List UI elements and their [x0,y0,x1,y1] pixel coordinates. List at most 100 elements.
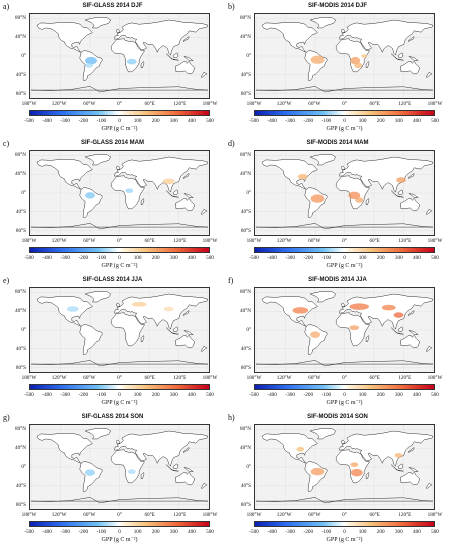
gpp-anomaly-patch [355,197,364,203]
colorbar-tick: 300 [394,392,403,398]
colorbar [254,110,435,116]
map-panel-d: d) SIF-MODIS 2014 MAM 80°N 40°N 0° 40°S 80°S 18… [225,137,450,274]
panel-label: g) [3,413,10,422]
colorbar [254,521,435,527]
colorbar-tick: 200 [376,529,385,535]
coastline-madagascar [140,198,145,205]
coastline-new-guinea [183,193,194,198]
lon-tick-label: 120°W [276,101,292,107]
coastline-borneo [172,189,179,196]
panel-label: b) [228,2,235,11]
coastline-japan [183,310,190,316]
gpp-anomaly-patch [127,469,136,474]
map-canvas [255,425,434,509]
lon-tick-label: 120°E [398,238,412,244]
gpp-anomaly-patch [310,331,320,338]
panel-title: SIF-GLASS 2014 JJA [82,277,143,283]
colorbar-tick: 300 [169,255,178,261]
colorbar-tick: -300 [60,529,70,535]
gpp-anomaly-patch [292,307,309,314]
world-map [254,424,435,510]
coastline-north-america [36,433,93,464]
colorbar-tick: 0 [118,118,121,124]
lon-tick-label: 180°W [246,238,262,244]
lat-tick-label: 80°S [15,91,26,98]
map-panel-b: b) SIF-MODIS 2014 DJF 80°N 40°N 0° 40°S 80°S 18… [225,0,450,137]
coastline-new-guinea [408,467,419,472]
lon-tick-label: 120°E [398,512,412,518]
colorbar-tick: 200 [151,255,160,261]
coastline-australia [175,60,195,74]
gpp-anomaly-patch [350,468,363,477]
lon-tick-label: 60°W [308,101,321,107]
colorbar-tick: 0 [343,529,346,535]
gpp-anomaly-patch [85,192,95,199]
lat-tick-label: 80°N [14,14,26,21]
lon-tick-label: 120°W [51,101,67,107]
lon-tick-label: 180°W [202,238,218,244]
gpp-anomaly-patch [85,469,95,476]
coastline-australia [400,197,420,211]
coastline-australia [175,471,195,485]
lon-tick-label: 0° [117,238,122,244]
colorbar-tick: -300 [285,529,295,535]
map-panel-h: h) SIF-MODIS 2014 SON 80°N 40°N 0° 40°S 80°S 18… [225,411,450,548]
coastline-africa [110,312,145,347]
gpp-anomaly-patch [162,178,175,185]
coastline-madagascar [365,198,370,205]
colorbar-tick: 200 [151,392,160,398]
gpp-anomaly-patch [349,325,360,330]
coastline-north-america [261,296,318,327]
gpp-anomaly-patch [310,467,325,476]
colorbar-tick: 200 [376,255,385,261]
lon-tick-label: 180°W [427,101,443,107]
lat-tick-label: 80°N [239,14,251,21]
colorbar-tick: 400 [188,392,196,398]
lon-tick-label: 120°W [276,375,292,381]
coastline-japan [408,310,415,316]
lat-tick-label: 40°N [14,33,26,40]
coastline-europe-asia [339,19,434,56]
world-map [29,13,210,99]
coastline-europe-asia [114,430,209,467]
lat-tick-label: 80°N [14,151,26,158]
coastline-britain [116,439,121,444]
lon-tick-label: 180°W [427,238,443,244]
coastline-borneo [397,463,404,470]
colorbar-tick: 500 [431,529,439,535]
colorbar-tick: 200 [151,118,160,124]
colorbar-tick: -300 [285,118,295,124]
colorbar-tick: 100 [133,255,142,261]
gpp-anomaly-patch [348,191,361,200]
map-canvas [30,151,209,235]
lat-tick-label: 80°N [239,288,251,295]
colorbar-tick: 100 [133,529,142,535]
gpp-anomaly-patch [361,54,368,58]
coastline-greenland [84,428,111,440]
coastline-borneo [397,189,404,196]
gpp-anomaly-patch [85,63,93,68]
map-panel-g: g) SIF-GLASS 2014 SON 80°N 40°N 0° 40°S 80°S 18… [0,411,225,548]
map-panel-a: a) SIF-GLASS 2014 DJF 80°N 40°N 0° 40°S 80°S 18… [0,0,225,137]
coastline-new-zealand [200,209,208,215]
colorbar-tick: 0 [343,255,346,261]
colorbar-tick: -200 [78,392,89,398]
colorbar-tick: 400 [413,255,421,261]
coastline-south-america [79,187,103,218]
colorbar-tick: 400 [188,529,196,535]
coastline-britain [116,28,121,33]
colorbar-unit-label: GPP (g C m⁻²) [326,537,363,543]
map-canvas [30,425,209,509]
lat-tick-label: 0° [21,190,26,196]
coastline-madagascar [140,472,145,479]
map-canvas [255,288,434,372]
colorbar-tick: 100 [358,255,367,261]
map-panel-e: e) SIF-GLASS 2014 JJA 80°N 40°N 0° 40°S 80°S 18… [0,274,225,411]
coastline-greenland [309,154,336,166]
coastline-japan [183,447,190,453]
lon-tick-label: 60°E [144,375,155,381]
coastline-europe-asia [339,430,434,467]
colorbar-tick: 0 [118,392,121,398]
lat-tick-label: 40°S [15,209,26,216]
colorbar-tick: -300 [60,392,70,398]
